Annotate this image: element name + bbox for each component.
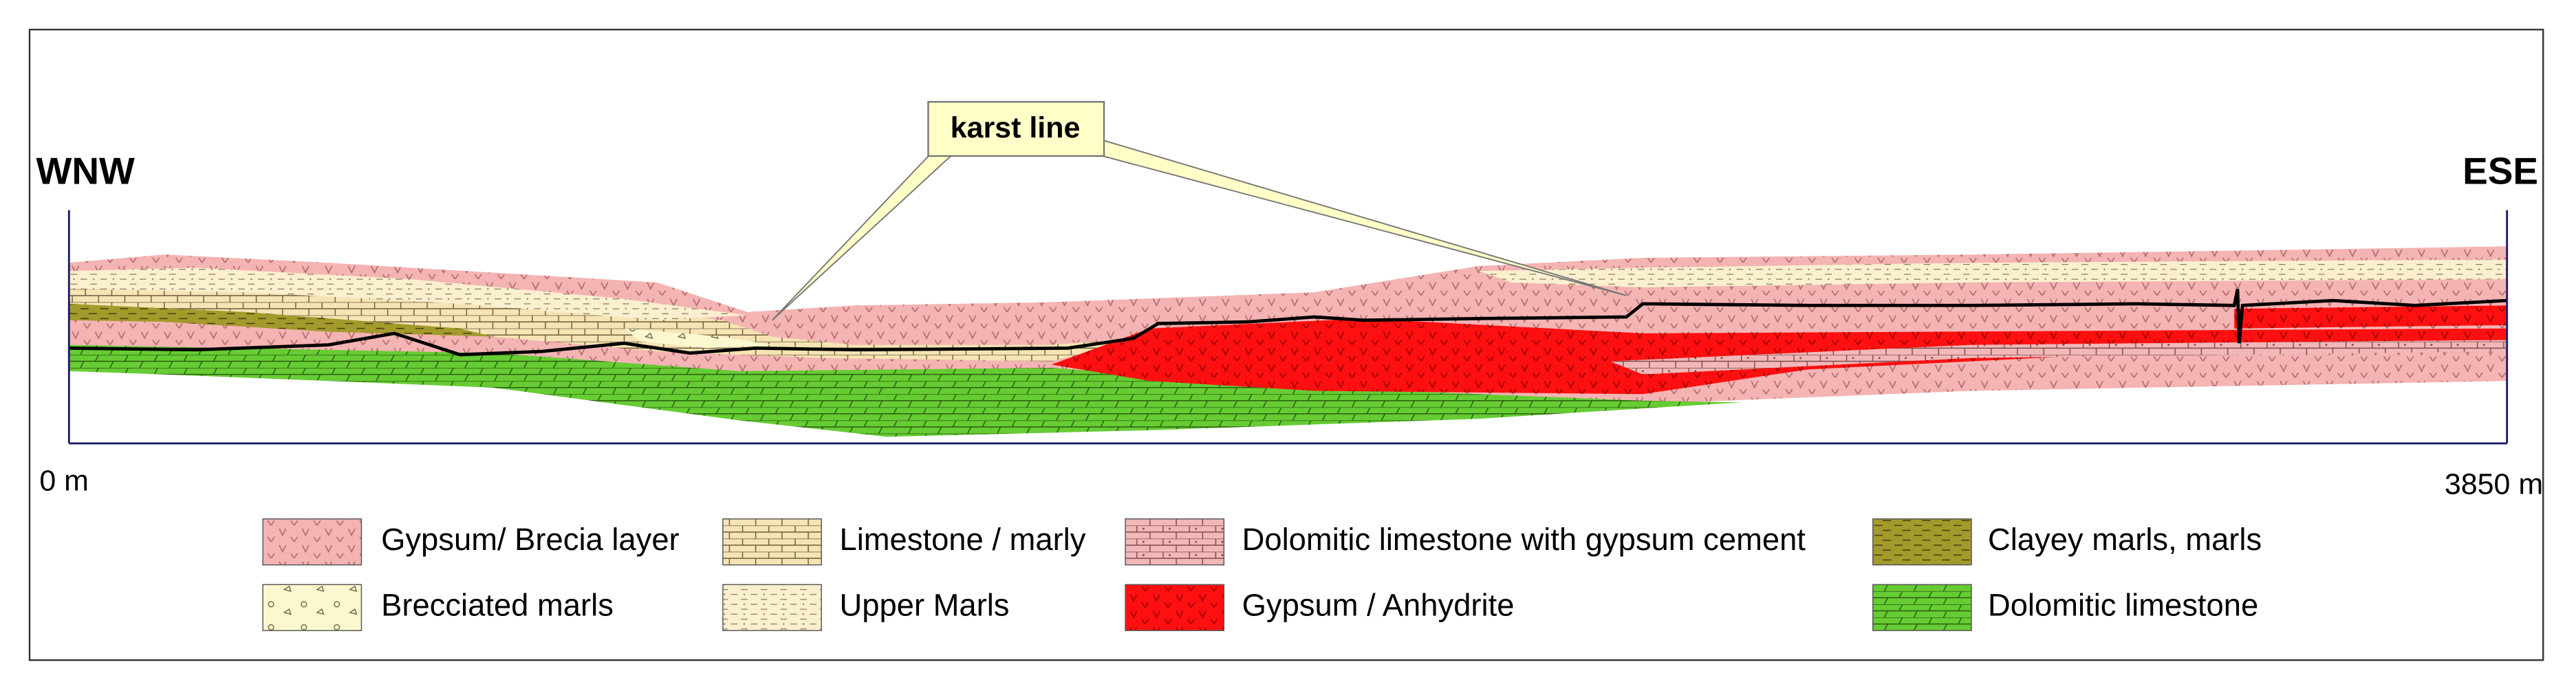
legend-label: Clayey marls, marls bbox=[1988, 522, 2262, 557]
upper-marls-east bbox=[1478, 259, 2507, 288]
legend-swatch bbox=[722, 518, 822, 566]
legend-swatch bbox=[722, 584, 822, 631]
legend-label: Gypsum / Anhydrite bbox=[1242, 588, 1515, 623]
legend-label: Dolomitic limestone with gypsum cement bbox=[1242, 522, 1806, 557]
end-distance: 3850 m bbox=[2445, 468, 2543, 500]
direction-left: WNW bbox=[36, 150, 136, 192]
legend-swatch bbox=[262, 584, 362, 631]
legend-label: Gypsum/ Brecia layer bbox=[381, 522, 680, 557]
dolomitic-limestone-gypsum-cement bbox=[1610, 340, 2507, 375]
gypsum-anhydrite-east bbox=[2234, 305, 2507, 329]
legend-label: Upper Marls bbox=[839, 588, 1009, 623]
legend-swatch bbox=[1872, 584, 1972, 631]
brecciated-marls bbox=[624, 328, 772, 349]
direction-right: ESE bbox=[2463, 150, 2538, 192]
karst-line bbox=[69, 288, 2507, 357]
legend-swatch bbox=[1872, 518, 1972, 566]
start-distance: 0 m bbox=[39, 465, 89, 498]
legend-label: Brecciated marls bbox=[381, 588, 614, 623]
legend-label: Dolomitic limestone bbox=[1988, 588, 2258, 623]
section-axis bbox=[67, 210, 2509, 445]
legend-swatch bbox=[1125, 518, 1225, 566]
callout-box bbox=[927, 100, 1105, 157]
legend-swatch bbox=[1125, 584, 1225, 631]
legend: Gypsum/ Brecia layer Limestone / marly D… bbox=[262, 518, 2262, 631]
limestone-marly bbox=[69, 282, 1150, 362]
legend-label: Limestone / marly bbox=[839, 522, 1085, 557]
clayey-marls bbox=[69, 303, 493, 337]
callout-text: karst line bbox=[951, 111, 1081, 144]
dolomitic-limestone bbox=[69, 344, 1742, 437]
upper-marls bbox=[69, 267, 748, 320]
legend-swatch bbox=[262, 518, 362, 566]
strata bbox=[69, 246, 2507, 437]
callout: karst line bbox=[771, 100, 1627, 321]
